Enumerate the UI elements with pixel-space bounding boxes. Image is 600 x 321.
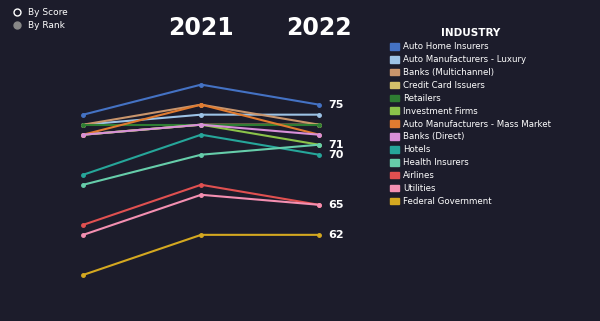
Text: 65: 65 bbox=[328, 200, 344, 210]
Text: 71: 71 bbox=[328, 140, 344, 150]
Text: 62: 62 bbox=[328, 230, 344, 240]
Text: 75: 75 bbox=[328, 100, 344, 110]
Legend: Auto Home Insurers, Auto Manufacturers - Luxury, Banks (Multichannel), Credit Ca: Auto Home Insurers, Auto Manufacturers -… bbox=[388, 27, 553, 208]
Text: 2021: 2021 bbox=[168, 15, 234, 39]
Text: 70: 70 bbox=[328, 150, 344, 160]
Legend: By Score, By Rank: By Score, By Rank bbox=[12, 7, 70, 32]
Text: 2022: 2022 bbox=[286, 15, 352, 39]
Text: 2020: 2020 bbox=[50, 15, 116, 39]
